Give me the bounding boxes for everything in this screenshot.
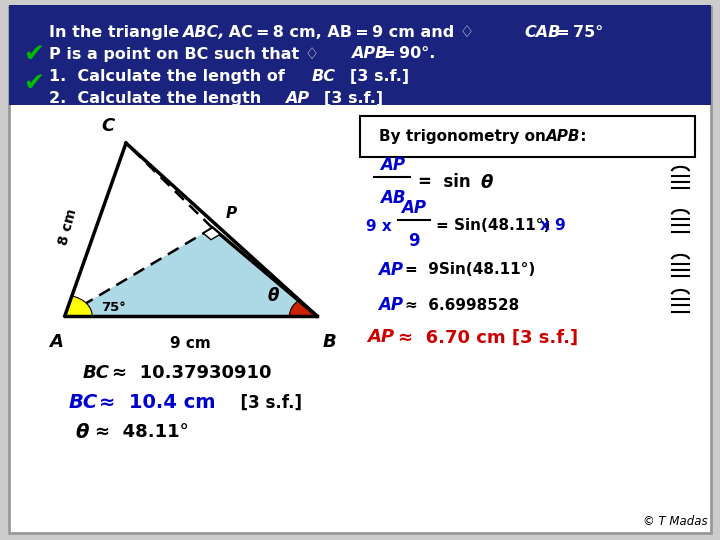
- Text: θ: θ: [76, 422, 89, 442]
- FancyBboxPatch shape: [360, 116, 695, 157]
- Text: P is a point on BC such that ♢: P is a point on BC such that ♢: [49, 46, 319, 62]
- Text: ✔: ✔: [23, 42, 44, 66]
- Text: AP: AP: [367, 328, 395, 347]
- Text: APB: APB: [351, 46, 388, 62]
- Text: ≈  10.37930910: ≈ 10.37930910: [112, 363, 271, 382]
- Text: BC: BC: [312, 69, 336, 84]
- Text: ≈  6.6998528: ≈ 6.6998528: [405, 298, 520, 313]
- Text: P: P: [225, 206, 236, 221]
- Text: ABC,: ABC,: [182, 25, 225, 40]
- Text: :: :: [575, 129, 586, 144]
- Text: =  sin: = sin: [418, 173, 470, 191]
- Text: θ: θ: [268, 287, 279, 305]
- Text: x 9: x 9: [540, 218, 566, 233]
- Text: [3 s.f.]: [3 s.f.]: [229, 393, 302, 411]
- Text: 1.  Calculate the length of: 1. Calculate the length of: [49, 69, 290, 84]
- Text: C: C: [102, 117, 114, 135]
- Text: 9: 9: [408, 232, 420, 249]
- Text: = 75°: = 75°: [553, 25, 603, 40]
- Text: AP: AP: [402, 199, 426, 217]
- Text: 75°: 75°: [101, 301, 125, 314]
- Text: By trigonometry on: By trigonometry on: [379, 129, 552, 144]
- Text: 9 cm: 9 cm: [171, 336, 211, 352]
- Text: = 90°.: = 90°.: [379, 46, 435, 62]
- Wedge shape: [65, 296, 92, 316]
- Text: ✔: ✔: [23, 71, 44, 94]
- Text: 2.  Calculate the length: 2. Calculate the length: [49, 91, 267, 106]
- Text: =  9Sin(48.11°): = 9Sin(48.11°): [405, 262, 536, 278]
- Text: AP: AP: [285, 91, 310, 106]
- Text: ≈  48.11°: ≈ 48.11°: [95, 423, 189, 441]
- Text: AB: AB: [379, 189, 405, 207]
- Text: 8 cm: 8 cm: [56, 207, 80, 247]
- Polygon shape: [203, 228, 220, 240]
- Text: = Sin(48.11°): = Sin(48.11°): [436, 218, 550, 233]
- FancyBboxPatch shape: [9, 5, 711, 105]
- Text: ≈  10.4 cm: ≈ 10.4 cm: [99, 393, 216, 412]
- Text: [3 s.f.]: [3 s.f.]: [333, 69, 410, 84]
- Text: BC: BC: [83, 363, 109, 382]
- Text: CAB: CAB: [524, 25, 561, 40]
- Polygon shape: [65, 228, 317, 316]
- Text: ≈  6.70 cm [3 s.f.]: ≈ 6.70 cm [3 s.f.]: [398, 328, 578, 347]
- Text: BC: BC: [68, 393, 97, 412]
- Text: AP: AP: [380, 157, 405, 174]
- Text: AC = 8 cm, AB = 9 cm and ♢: AC = 8 cm, AB = 9 cm and ♢: [223, 25, 474, 40]
- Text: APB: APB: [546, 129, 580, 144]
- Text: B: B: [323, 333, 337, 351]
- Text: [3 s.f.]: [3 s.f.]: [307, 91, 383, 106]
- Text: A: A: [49, 333, 63, 351]
- Text: AP: AP: [378, 296, 403, 314]
- Text: © T Madas: © T Madas: [643, 515, 708, 528]
- Text: θ: θ: [480, 174, 492, 192]
- Text: 9 x: 9 x: [366, 219, 392, 234]
- Wedge shape: [289, 301, 317, 316]
- Text: AP: AP: [378, 261, 403, 279]
- Text: In the triangle: In the triangle: [49, 25, 185, 40]
- FancyBboxPatch shape: [9, 7, 711, 533]
